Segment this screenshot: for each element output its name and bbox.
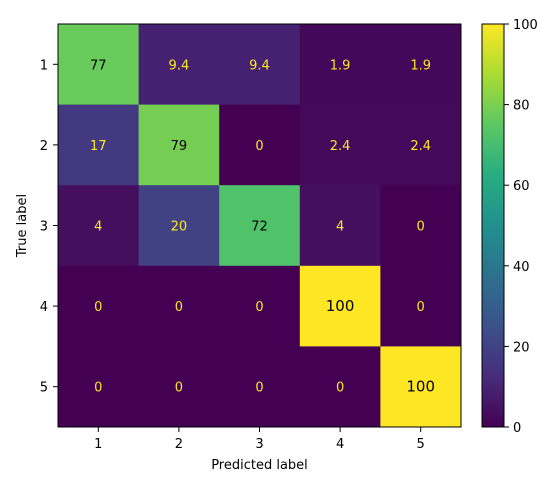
heatmap-cell bbox=[138, 346, 220, 428]
y-tick-label: 3 bbox=[40, 220, 48, 235]
y-axis-ticks: 1 2 3 4 5 bbox=[40, 58, 58, 396]
heatmap-cell bbox=[58, 104, 140, 186]
y-tick-label: 5 bbox=[40, 381, 48, 396]
x-axis-label: Predicted label bbox=[211, 458, 308, 473]
cell-value-label: 79 bbox=[171, 139, 188, 154]
cell-value-label: 0 bbox=[94, 300, 102, 315]
heatmap-cell bbox=[380, 24, 462, 106]
cell-value-label: 2.4 bbox=[330, 139, 351, 154]
cell-value-label: 4 bbox=[336, 220, 344, 235]
cell-value-label: 0 bbox=[255, 381, 263, 396]
heatmap-cell bbox=[58, 185, 140, 267]
cell-value-label: 9.4 bbox=[249, 58, 270, 73]
cell-value-label: 9.4 bbox=[169, 58, 190, 73]
y-tick-label: 1 bbox=[40, 58, 48, 73]
colorbar-tick-label: 100 bbox=[513, 18, 538, 33]
colorbar bbox=[481, 23, 505, 428]
heatmap-cell bbox=[299, 24, 381, 106]
x-tick-label: 3 bbox=[255, 437, 263, 452]
cell-value-labels: 77 9.4 9.4 1.9 1.9 17 79 0 2.4 2.4 4 20 72 4 0 0 0 0 100 0 0… bbox=[90, 58, 435, 395]
cell-value-label: 17 bbox=[90, 139, 107, 154]
heatmap-cell bbox=[299, 104, 381, 186]
x-tick-label: 1 bbox=[94, 437, 102, 452]
heatmap-cell bbox=[138, 104, 220, 186]
heatmap-cell bbox=[299, 265, 381, 347]
cell-value-label: 100 bbox=[406, 378, 435, 396]
heatmap-cell bbox=[138, 265, 220, 347]
cell-value-label: 0 bbox=[417, 220, 425, 235]
cell-value-label: 100 bbox=[326, 297, 355, 315]
heatmap-cell bbox=[380, 104, 462, 186]
cell-value-label: 0 bbox=[336, 381, 344, 396]
heatmap-cell bbox=[58, 346, 140, 428]
y-tick-label: 4 bbox=[40, 300, 48, 315]
colorbar-ticks: 0 20 40 60 80 100 bbox=[504, 18, 538, 436]
heatmap-cell bbox=[219, 346, 301, 428]
cell-value-label: 77 bbox=[90, 58, 107, 73]
colorbar-tick-label: 60 bbox=[513, 179, 530, 194]
heatmap-cells bbox=[58, 24, 462, 428]
cell-value-label: 4 bbox=[94, 220, 102, 235]
cell-value-label: 1.9 bbox=[330, 58, 351, 73]
heatmap-cell bbox=[299, 185, 381, 267]
x-tick-label: 5 bbox=[417, 437, 425, 452]
colorbar-tick-label: 0 bbox=[513, 421, 521, 436]
x-tick-label: 4 bbox=[336, 437, 344, 452]
heatmap-cell bbox=[380, 265, 462, 347]
colorbar-tick-label: 80 bbox=[513, 99, 530, 114]
heatmap-cell bbox=[219, 24, 301, 106]
cell-value-label: 0 bbox=[255, 300, 263, 315]
heatmap-cell bbox=[138, 24, 220, 106]
cell-value-label: 1.9 bbox=[410, 58, 431, 73]
cell-value-label: 0 bbox=[94, 381, 102, 396]
heatmap-cell bbox=[219, 104, 301, 186]
cell-value-label: 72 bbox=[251, 220, 268, 235]
x-tick-label: 2 bbox=[175, 437, 183, 452]
heatmap-cell bbox=[58, 24, 140, 106]
y-axis-label: True label bbox=[15, 194, 30, 258]
heatmap-cell bbox=[219, 185, 301, 267]
heatmap-cell bbox=[219, 265, 301, 347]
heatmap-cell bbox=[380, 185, 462, 267]
cell-value-label: 0 bbox=[255, 139, 263, 154]
y-tick-label: 2 bbox=[40, 139, 48, 154]
cell-value-label: 0 bbox=[175, 300, 183, 315]
cell-value-label: 20 bbox=[171, 220, 188, 235]
heatmap-cell bbox=[58, 265, 140, 347]
x-axis-ticks: 1 2 3 4 5 bbox=[94, 427, 425, 452]
cell-value-label: 0 bbox=[175, 381, 183, 396]
cell-value-label: 0 bbox=[417, 300, 425, 315]
colorbar-tick-label: 40 bbox=[513, 260, 530, 275]
cell-value-label: 2.4 bbox=[410, 139, 431, 154]
colorbar-tick-label: 20 bbox=[513, 340, 530, 355]
heatmap-cell bbox=[138, 185, 220, 267]
heatmap-cell bbox=[299, 346, 381, 428]
heatmap-cell bbox=[380, 346, 462, 428]
